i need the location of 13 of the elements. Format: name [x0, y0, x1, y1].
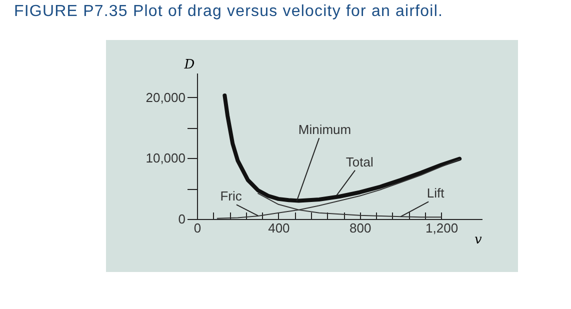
x-tick-label: 0: [194, 220, 202, 236]
y-axis-title: D: [183, 58, 196, 72]
x-tick-label: 400: [268, 220, 290, 236]
annotation: Total: [346, 154, 374, 170]
annotation: Fric: [220, 188, 242, 204]
x-axis-title: v: [474, 232, 482, 248]
x-tick-label: 800: [350, 220, 372, 236]
chart-title: FIGURE P7.35 Plot of drag versus velocity for an airfoil.: [14, 3, 444, 21]
annotation: Minimum: [298, 122, 352, 138]
x-tick-label: 1,200: [426, 220, 458, 236]
y-tick-label: 20,000: [146, 90, 186, 105]
annotation: Lift: [426, 186, 445, 201]
y-tick-label: 10,000: [146, 150, 186, 166]
